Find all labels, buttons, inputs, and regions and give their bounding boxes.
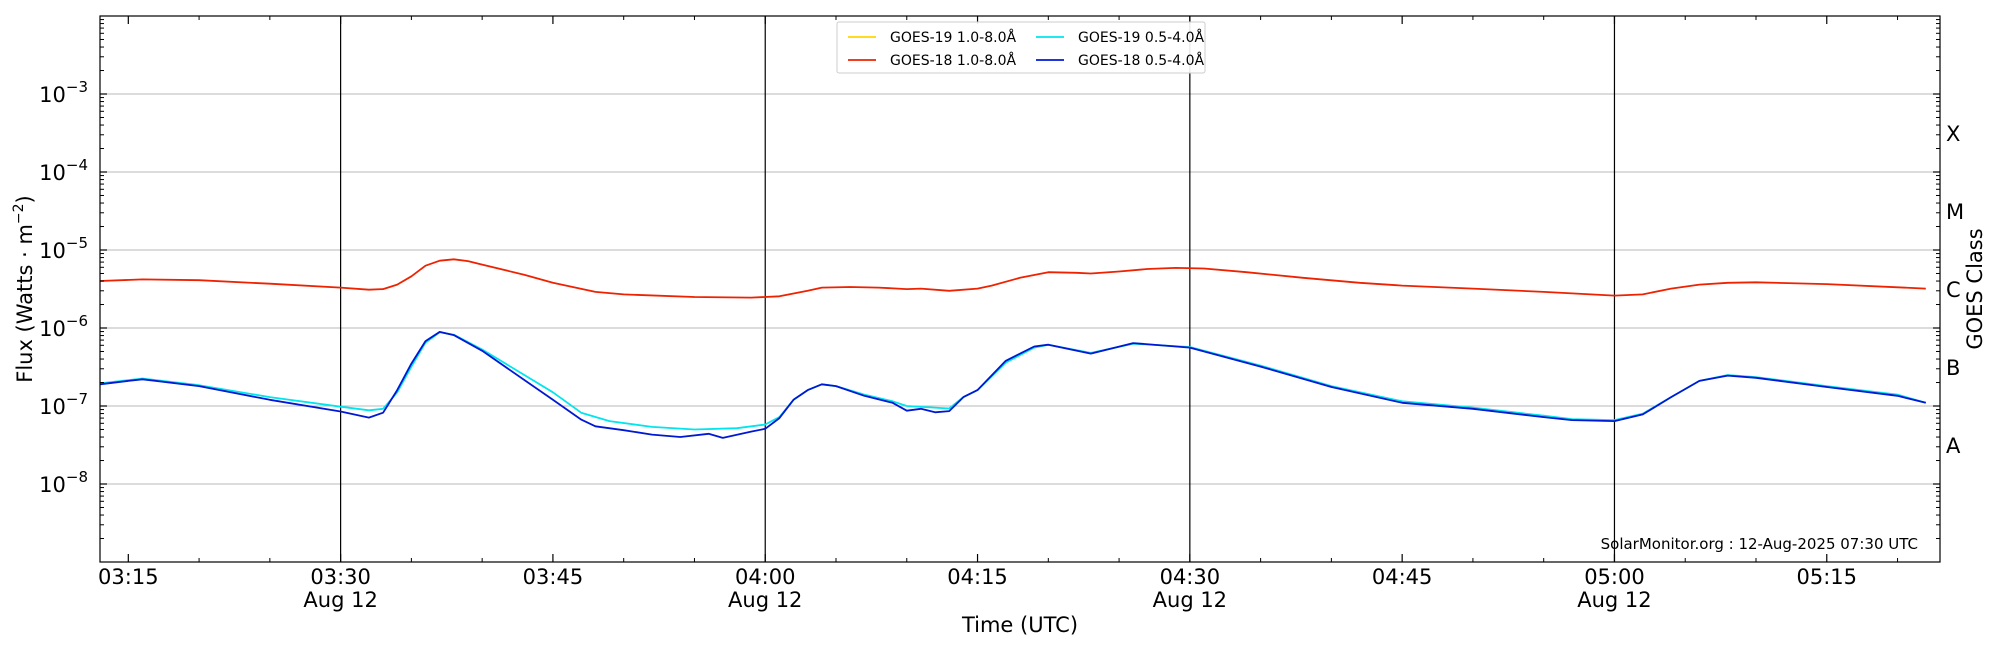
legend-label-3: GOES-18 0.5-4.0Å <box>1078 52 1204 69</box>
legend-box <box>836 21 1206 74</box>
y-axis-title-sup: −2 <box>11 203 27 224</box>
x-tick-label: 04:30 <box>1160 565 1221 589</box>
x-tick-label: 03:30 <box>310 565 371 589</box>
y-tick-label: 10−7 <box>39 390 88 419</box>
goes-class-label-m: M <box>1946 200 1964 224</box>
x-tick-label: 03:45 <box>523 565 584 589</box>
grid-layer <box>100 93 1940 485</box>
goes-class-label-c: C <box>1946 278 1961 302</box>
x-tick-label: 04:00 <box>735 565 796 589</box>
series-layer <box>99 258 1927 439</box>
x-tick-label: 05:00 <box>1584 565 1645 589</box>
goes-class-label-a: A <box>1946 434 1961 458</box>
x-tick-label: 04:15 <box>947 565 1008 589</box>
series-line-2 <box>99 331 1927 431</box>
y-tick-label: 10−3 <box>39 78 88 107</box>
x-axis-title: Time (UTC) <box>961 613 1078 637</box>
y-tick-label: 10−8 <box>39 468 88 497</box>
legend-items: GOES-19 1.0-8.0Å GOES-18 1.0-8.0Å GOES-19 … <box>848 29 1204 69</box>
tick-layer <box>100 16 1940 562</box>
series-line-3 <box>99 330 1927 439</box>
y-tick-label: 10−6 <box>39 312 88 341</box>
goes-class-axis-title: GOES Class <box>1963 228 1987 349</box>
goes-class-label-x: X <box>1946 122 1960 146</box>
x-tick-date-label: Aug 12 <box>728 588 802 612</box>
x-tick-date-label: Aug 12 <box>1577 588 1651 612</box>
legend-label-2: GOES-19 0.5-4.0Å <box>1078 29 1204 46</box>
series-line-1 <box>99 258 1926 299</box>
x-tick-label: 03:15 <box>98 565 159 589</box>
x-tick-date-label: Aug 12 <box>1153 588 1227 612</box>
legend: GOES-19 1.0-8.0Å GOES-18 1.0-8.0Å GOES-19 … <box>836 21 1206 74</box>
y-axis-title-base: Flux (Watts · m <box>13 224 37 383</box>
y-axis-title-close: ) <box>13 195 37 203</box>
legend-label-1: GOES-18 1.0-8.0Å <box>890 52 1016 69</box>
y-tick-label: 10−4 <box>39 156 88 185</box>
legend-label-0: GOES-19 1.0-8.0Å <box>890 29 1016 46</box>
credit-text: SolarMonitor.org : 12-Aug-2025 07:30 UTC <box>1601 535 1918 553</box>
y-axis-title: Flux (Watts · m−2) <box>11 195 37 383</box>
y-tick-label: 10−5 <box>39 234 88 263</box>
x-tick-label: 05:15 <box>1797 565 1858 589</box>
x-tick-label: 04:45 <box>1372 565 1433 589</box>
x-tick-date-label: Aug 12 <box>303 588 377 612</box>
goes-class-label-b: B <box>1946 356 1960 380</box>
vertical-lines-layer <box>340 16 1616 562</box>
plot-frame <box>99 15 1941 563</box>
